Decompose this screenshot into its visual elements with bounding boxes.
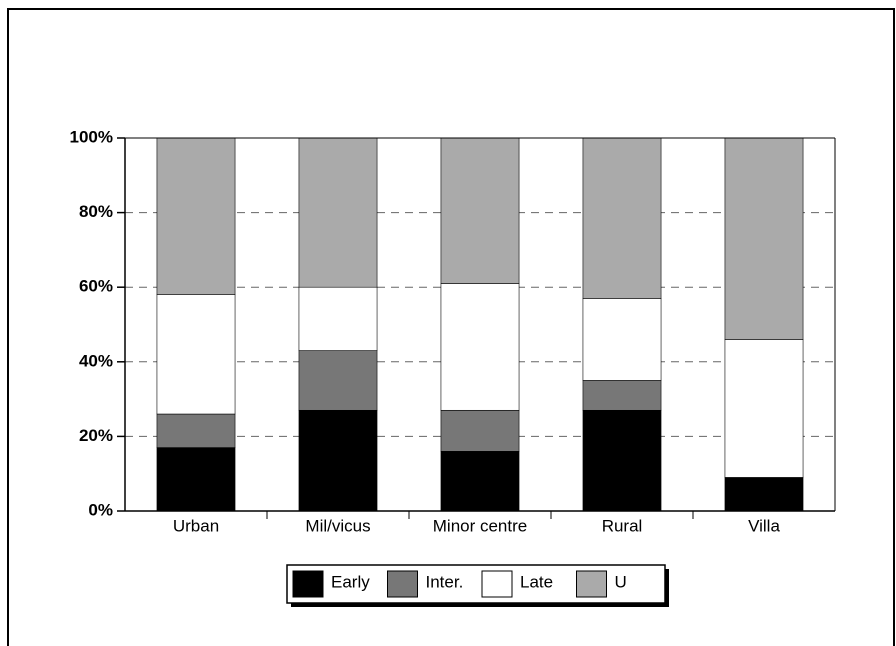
bar-segment (724, 477, 804, 512)
bar-segment (440, 137, 520, 284)
x-tick-label: Urban (173, 516, 219, 535)
y-tick-label: 40% (79, 351, 113, 370)
x-tick-label: Rural (602, 516, 643, 535)
bar-segment (298, 286, 378, 351)
bar-segment (724, 137, 804, 340)
bar-segment (582, 137, 662, 299)
x-tick-label: Villa (748, 516, 780, 535)
y-tick-label: 20% (79, 426, 113, 445)
x-tick-label: Mil/vicus (305, 516, 370, 535)
bar-segment (582, 298, 662, 381)
bar-segment (156, 294, 236, 415)
x-tick-label: Minor centre (433, 516, 527, 535)
bar-segment (582, 409, 662, 512)
bar-segment (440, 451, 520, 512)
bar-segment (440, 283, 520, 411)
legend-label: Early (331, 572, 370, 591)
legend-label: U (615, 572, 627, 591)
legend-swatch (387, 570, 418, 598)
legend-swatch (576, 570, 607, 598)
legend-label: Inter. (426, 572, 464, 591)
bar-segment (724, 339, 804, 478)
y-tick-label: 80% (79, 202, 113, 221)
y-tick-label: 60% (79, 277, 113, 296)
bar-segment (298, 137, 378, 288)
bar-segment (298, 350, 378, 411)
bar-segment (156, 413, 236, 448)
y-tick-label: 100% (70, 127, 113, 146)
bar-segment (156, 447, 236, 512)
bar-segment (440, 409, 520, 452)
y-tick-label: 0% (88, 500, 113, 519)
legend-label: Late (520, 572, 553, 591)
bar-segment (298, 409, 378, 512)
bar-segment (582, 380, 662, 411)
bar-segment (156, 137, 236, 295)
legend-swatch (292, 570, 324, 598)
frame (7, 8, 895, 646)
legend-swatch (481, 570, 513, 598)
